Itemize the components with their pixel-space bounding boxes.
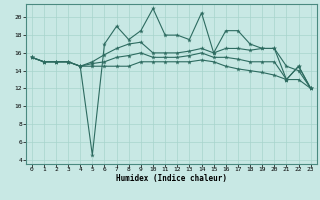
X-axis label: Humidex (Indice chaleur): Humidex (Indice chaleur)	[116, 174, 227, 183]
